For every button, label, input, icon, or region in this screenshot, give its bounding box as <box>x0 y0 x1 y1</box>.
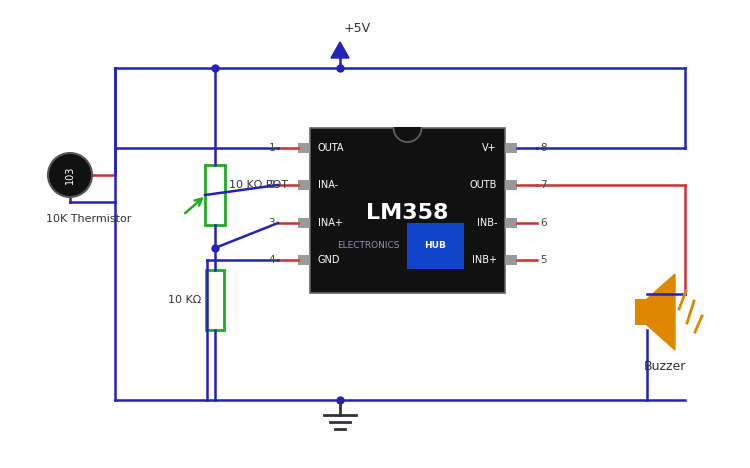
FancyBboxPatch shape <box>505 255 517 265</box>
Text: V+: V+ <box>482 143 497 153</box>
Text: 7: 7 <box>540 180 547 190</box>
Text: 3: 3 <box>268 218 275 228</box>
Text: Buzzer: Buzzer <box>644 360 686 373</box>
FancyBboxPatch shape <box>505 180 517 190</box>
Text: 8: 8 <box>540 143 547 153</box>
Text: OUTB: OUTB <box>470 180 497 190</box>
Polygon shape <box>647 274 675 350</box>
Text: 4: 4 <box>268 255 275 265</box>
Text: GND: GND <box>318 255 340 265</box>
Text: INB+: INB+ <box>472 255 497 265</box>
Text: 6: 6 <box>540 218 547 228</box>
Text: 1: 1 <box>268 143 275 153</box>
Text: 5: 5 <box>540 255 547 265</box>
Text: 10 KΩ POT: 10 KΩ POT <box>229 180 288 190</box>
Text: HUB: HUB <box>424 241 446 250</box>
Text: OUTA: OUTA <box>318 143 344 153</box>
Text: LM358: LM358 <box>366 203 448 223</box>
Circle shape <box>48 153 92 197</box>
FancyBboxPatch shape <box>205 165 225 225</box>
FancyBboxPatch shape <box>298 255 310 265</box>
FancyBboxPatch shape <box>310 128 505 293</box>
Polygon shape <box>331 42 349 58</box>
Text: 10K Thermistor: 10K Thermistor <box>46 214 131 224</box>
Text: INB-: INB- <box>476 218 497 228</box>
FancyBboxPatch shape <box>298 218 310 228</box>
FancyBboxPatch shape <box>298 180 310 190</box>
Polygon shape <box>394 128 422 142</box>
FancyBboxPatch shape <box>505 218 517 228</box>
Text: 10 KΩ: 10 KΩ <box>168 295 201 305</box>
FancyBboxPatch shape <box>206 270 224 330</box>
Text: INA+: INA+ <box>318 218 343 228</box>
FancyBboxPatch shape <box>505 143 517 153</box>
Text: INA-: INA- <box>318 180 338 190</box>
Text: +5V: +5V <box>344 22 371 35</box>
Text: 103: 103 <box>65 166 75 184</box>
FancyBboxPatch shape <box>298 143 310 153</box>
FancyBboxPatch shape <box>635 299 647 325</box>
Text: ELECTRONICS: ELECTRONICS <box>337 241 400 250</box>
Text: 2: 2 <box>268 180 275 190</box>
